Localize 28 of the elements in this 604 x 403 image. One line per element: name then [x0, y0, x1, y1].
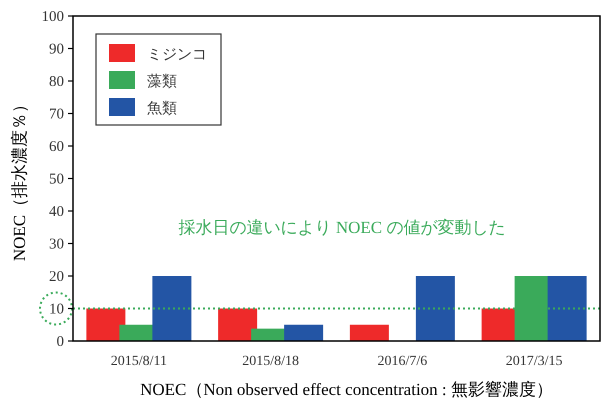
legend-label: 藻類	[147, 73, 177, 90]
bar	[350, 324, 389, 341]
bar	[86, 308, 126, 341]
y-tick-label: 60	[49, 139, 64, 155]
x-tick-label: 2016/7/6	[377, 354, 428, 369]
x-tick-label: 2015/8/18	[242, 354, 300, 369]
bar	[284, 324, 324, 341]
legend-label: 魚類	[147, 100, 177, 117]
legend-label: ミジンコ	[147, 47, 207, 63]
y-axis-title: NOEC（排水濃度％）	[10, 96, 29, 262]
bar	[152, 276, 192, 341]
bar	[416, 276, 455, 341]
x-tick-label: 2015/8/11	[110, 354, 168, 369]
y-tick-label: 30	[49, 236, 64, 252]
y-tick-label: 0	[56, 334, 64, 350]
y-tick-label: 50	[49, 172, 64, 188]
y-tick-label: 80	[49, 74, 64, 90]
y-tick-label: 90	[49, 42, 64, 58]
y-tick-label: 70	[49, 106, 64, 122]
y-tick-label: 100	[42, 9, 64, 25]
y-tick-label: 10	[49, 302, 64, 318]
x-tick-label: 2017/3/15	[506, 354, 563, 369]
y-tick-label: 20	[49, 269, 64, 285]
bar	[218, 308, 258, 341]
bar	[548, 276, 587, 341]
annotation: 採水日の違いにより NOEC の値が変動した	[178, 218, 506, 237]
x-axis-title: NOEC（Non observed effect concentration : 無影響濃度）	[140, 380, 553, 399]
y-tick-label: 40	[49, 204, 64, 220]
